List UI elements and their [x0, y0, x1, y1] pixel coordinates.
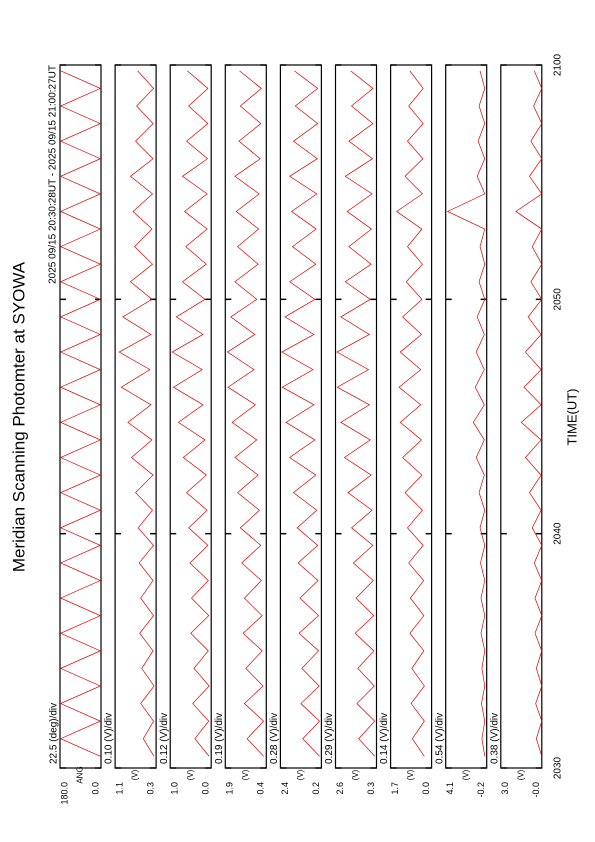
y-tick-label: 180.0 [59, 782, 69, 805]
x-tick-label: 2030 [553, 756, 564, 779]
panel-scale-label: 0.38 (V)/div [489, 713, 500, 764]
y-tick-label: 1.0 [170, 782, 180, 795]
y-axis-label: (V) [351, 769, 360, 780]
y-axis-label: (V) [406, 769, 415, 780]
y-tick-label: 2.4 [280, 782, 290, 795]
panel-scale-label: 0.54 (V)/div [434, 713, 445, 764]
y-tick-label: 0.2 [311, 782, 321, 795]
y-tick-label: 0.0 [421, 782, 431, 795]
panel-frame [334, 64, 378, 769]
panel-scale-label: 0.12 (V)/div [159, 713, 170, 764]
y-tick-label: 4.1 [445, 782, 455, 795]
y-tick-label: 1.9 [225, 782, 235, 795]
y-tick-label: 0.3 [366, 782, 376, 795]
data-line [396, 70, 425, 757]
panel-scale-label: 0.28 (V)/div [269, 713, 280, 764]
data-line [446, 70, 486, 757]
data-line [118, 70, 155, 757]
x-tick-label: 2040 [553, 522, 564, 545]
y-axis-label: ANG [76, 766, 85, 783]
x-tick-label: 2100 [553, 53, 564, 76]
chart-subtitle: 2025 09/15 20:30:28UT - 2025 09/15 21:00… [48, 65, 59, 284]
y-tick-label: 0.0 [201, 782, 211, 795]
panel-scale-label: 22.5 (deg)/div [49, 703, 60, 764]
data-line [171, 70, 210, 757]
panel-frame [500, 64, 543, 769]
panel-frame [169, 64, 212, 769]
y-tick-label: -0.2 [476, 782, 486, 798]
panel-frame [279, 64, 322, 769]
panel-scale-label: 0.14 (V)/div [379, 713, 390, 764]
y-axis-label: (V) [241, 769, 250, 780]
y-tick-label: 3.0 [500, 782, 510, 795]
y-tick-label: 0.4 [256, 782, 266, 795]
data-line [281, 70, 321, 757]
data-line [515, 70, 543, 757]
panel-scale-label: 0.10 (V)/div [104, 713, 115, 764]
y-tick-label: 0.3 [145, 782, 155, 795]
panel-frame [224, 64, 267, 769]
x-axis-label: TIME(UT) [564, 388, 579, 445]
y-axis-label: (V) [131, 769, 140, 780]
chart-title: Meridian Scanning Photomter at SYOWA [9, 261, 28, 572]
y-axis-label: (V) [461, 769, 470, 780]
y-axis-label: (V) [516, 769, 525, 780]
data-line [59, 70, 102, 757]
data-line [226, 70, 265, 757]
panel-scale-label: 0.19 (V)/div [214, 713, 225, 764]
x-tick-label: 2050 [553, 288, 564, 311]
panel-frame [59, 64, 102, 769]
y-axis-label: (V) [296, 769, 305, 780]
y-tick-label: 1.1 [114, 782, 124, 795]
y-tick-label: 0.0 [90, 782, 100, 795]
y-tick-label: 1.7 [390, 782, 400, 795]
panel-frame [390, 64, 433, 769]
y-tick-label: -0.0 [531, 782, 541, 798]
data-line [336, 70, 376, 757]
rotated-plot: Meridian Scanning Photomter at SYOWA 202… [9, 53, 579, 804]
y-tick-label: 2.6 [335, 782, 345, 795]
y-axis-label: (V) [186, 769, 195, 780]
panel-frame [114, 64, 157, 769]
panel-frame [445, 64, 488, 769]
panel-scale-label: 0.29 (V)/div [324, 713, 335, 764]
